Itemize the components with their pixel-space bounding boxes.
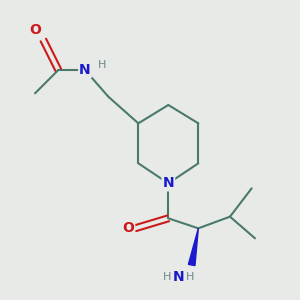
Text: O: O (122, 221, 134, 235)
Text: N: N (172, 270, 184, 284)
Text: N: N (163, 176, 174, 190)
Text: H: H (98, 60, 106, 70)
Text: H: H (186, 272, 194, 282)
Text: H: H (163, 272, 171, 282)
Polygon shape (188, 228, 198, 266)
Text: O: O (29, 23, 41, 37)
Text: N: N (79, 63, 91, 77)
